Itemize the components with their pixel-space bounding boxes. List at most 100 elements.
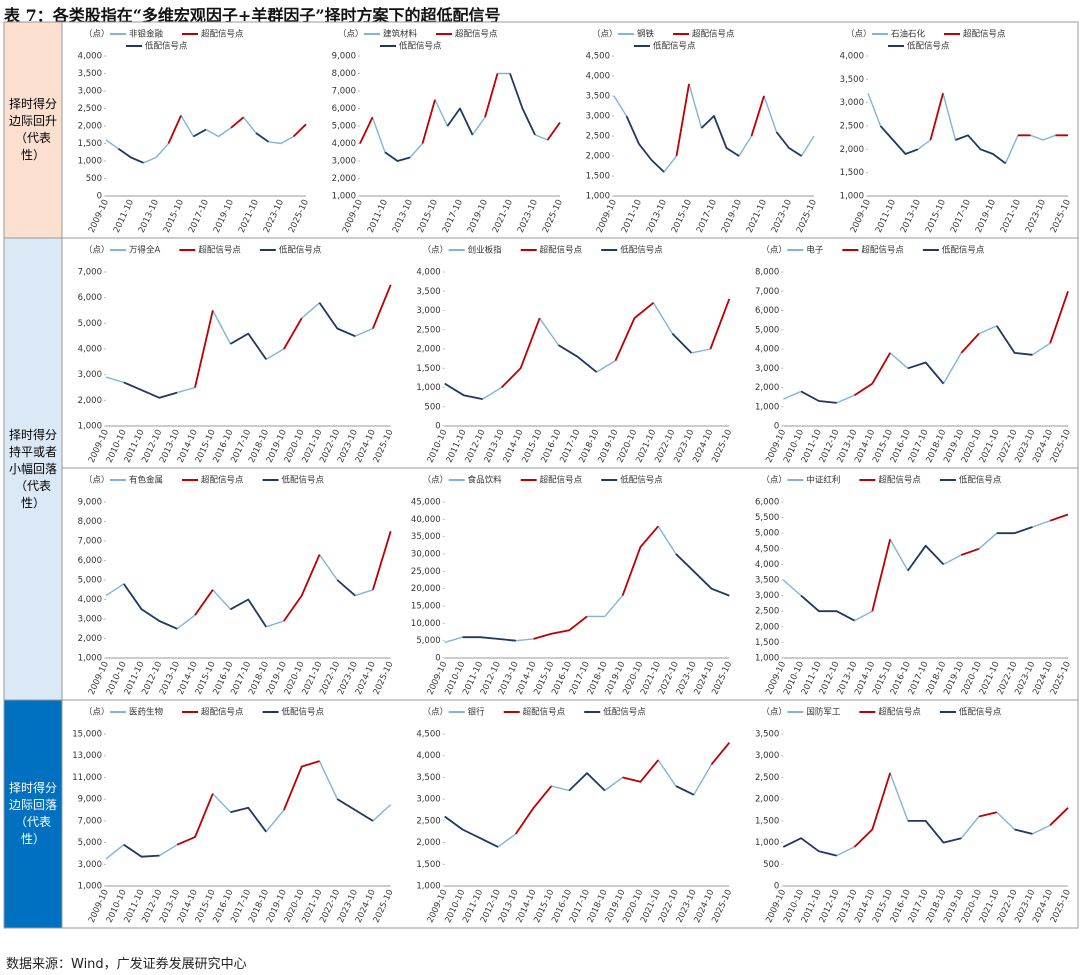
- legend-label: 钢铁: [637, 29, 655, 40]
- series-line: [444, 332, 693, 400]
- legend-label: 超配信号点: [540, 475, 583, 486]
- row-frame: [3, 699, 1079, 929]
- row-label-bg: [3, 237, 63, 701]
- y-tick-label: 7,000: [332, 87, 356, 97]
- y-tick-label: 6,000: [755, 306, 779, 316]
- legend-label: 超配信号点: [878, 475, 921, 486]
- y-tick-label: 4,000: [416, 751, 440, 761]
- legend-label: 超配信号点: [201, 29, 244, 40]
- y-tick-label: 2,000: [416, 345, 440, 355]
- y-tick-label: 3,000: [332, 157, 356, 167]
- y-tick-label: 4,000: [840, 52, 864, 62]
- legend-label: 低配信号点: [907, 41, 950, 52]
- legend-label: 低配信号点: [620, 475, 663, 486]
- series-line: [533, 525, 659, 640]
- unit-label: （点）: [846, 29, 872, 40]
- y-tick-label: 35,000: [411, 532, 441, 542]
- y-tick-label: 3,500: [755, 576, 779, 586]
- legend-label: 中证红利: [806, 475, 840, 486]
- legend-label: 低配信号点: [282, 475, 325, 486]
- legend-label: 非银金融: [129, 29, 164, 40]
- y-tick-label: 1,500: [78, 139, 102, 149]
- y-tick-label: 1,000: [586, 192, 610, 202]
- y-tick-label: 1,000: [755, 402, 779, 412]
- y-tick-label: 2,000: [586, 152, 610, 162]
- y-tick-label: 11,000: [72, 773, 102, 783]
- legend-label: 低配信号点: [942, 245, 985, 256]
- y-tick-label: 5,500: [755, 513, 779, 523]
- y-tick-label: 8,000: [78, 517, 102, 527]
- y-tick-label: 4,500: [586, 52, 610, 62]
- unit-label: （点）: [84, 475, 110, 486]
- y-tick-label: 4,000: [332, 139, 356, 149]
- y-tick-label: 15,000: [411, 602, 441, 612]
- y-tick-label: 3,000: [78, 615, 102, 625]
- legend-label: 国防军工: [806, 707, 841, 718]
- series-line: [167, 115, 307, 144]
- y-tick-label: 1,500: [586, 172, 610, 182]
- y-tick-label: 2,500: [586, 132, 610, 142]
- y-tick-label: 15,000: [72, 730, 102, 740]
- series-line: [444, 772, 695, 848]
- series-line: [871, 513, 1069, 612]
- y-tick-label: 5,000: [78, 319, 102, 329]
- series-line: [123, 579, 356, 630]
- y-tick-label: 1,000: [78, 882, 102, 892]
- y-tick-label: 6,000: [78, 293, 102, 303]
- row-label: 择时得分边际回升（代表性）: [8, 97, 57, 162]
- y-tick-label: 0: [435, 654, 440, 664]
- y-tick-label: 0: [774, 882, 779, 892]
- series-line: [123, 302, 356, 399]
- y-tick-label: 3,500: [416, 773, 440, 783]
- y-tick-label: 1,000: [78, 654, 102, 664]
- y-tick-label: 3,000: [416, 306, 440, 316]
- y-tick-label: 0: [97, 192, 102, 202]
- series-line: [800, 325, 1033, 404]
- legend-label: 银行: [468, 707, 486, 718]
- y-tick-label: 3,500: [78, 69, 102, 79]
- unit-label: （点）: [84, 29, 110, 40]
- y-tick-label: 6,000: [332, 104, 356, 114]
- unit-label: （点）: [592, 29, 618, 40]
- y-tick-label: 4,000: [78, 595, 102, 605]
- legend-label: 超配信号点: [201, 475, 244, 486]
- y-tick-label: 2,000: [840, 145, 864, 155]
- y-tick-label: 500: [763, 860, 779, 870]
- series-line: [625, 115, 802, 173]
- y-tick-label: 13,000: [72, 751, 102, 761]
- y-tick-label: 1,000: [755, 838, 779, 848]
- source: 数据来源：Wind，广发证券发展研究中心: [6, 957, 247, 972]
- legend-label: 低配信号点: [620, 245, 663, 256]
- series-line: [462, 553, 730, 642]
- y-tick-label: 500: [86, 174, 102, 184]
- y-tick-label: 1,000: [78, 157, 102, 167]
- y-tick-label: 3,000: [416, 795, 440, 805]
- y-tick-label: 6,000: [78, 556, 102, 566]
- series-line: [929, 93, 1068, 141]
- y-tick-label: 4,000: [78, 345, 102, 355]
- y-tick-label: 3,000: [755, 751, 779, 761]
- y-tick-label: 2,500: [416, 325, 440, 335]
- legend-label: 建筑材料: [383, 29, 418, 40]
- y-tick-label: 9,000: [78, 498, 102, 508]
- legend-label: 低配信号点: [653, 41, 696, 52]
- y-tick-label: 3,000: [78, 860, 102, 870]
- y-tick-label: 3,000: [755, 364, 779, 374]
- y-tick-label: 3,000: [78, 370, 102, 380]
- y-tick-label: 20,000: [411, 584, 441, 594]
- y-tick-label: 4,000: [416, 268, 440, 278]
- legend-label: 万得全A: [129, 245, 161, 256]
- y-tick-label: 5,000: [332, 122, 356, 132]
- series-line: [854, 291, 1069, 396]
- y-tick-label: 1,500: [755, 638, 779, 648]
- y-tick-label: 4,000: [755, 560, 779, 570]
- y-tick-label: 1,000: [416, 383, 440, 393]
- y-tick-label: 1,500: [840, 168, 864, 178]
- y-tick-label: 4,500: [755, 544, 779, 554]
- row-label: 择时得分持平或者小幅回落（代表性）: [8, 427, 57, 510]
- unit-label: （点）: [84, 245, 110, 256]
- y-tick-label: 2,500: [755, 607, 779, 617]
- legend-label: 低配信号点: [282, 707, 325, 718]
- page-title: 表 7：各类股指在“多维宏观因子+羊群因子”择时方案下的超低配信号: [4, 6, 501, 25]
